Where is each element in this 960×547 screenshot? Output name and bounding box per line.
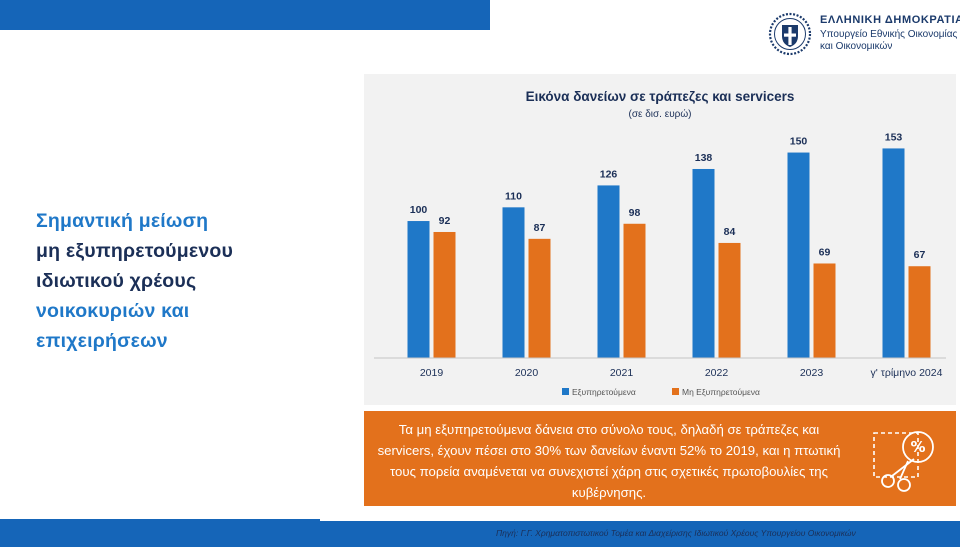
bar-chart: Εικόνα δανείων σε τράπεζες και servicers…: [374, 89, 946, 397]
legend-label-1: Μη Εξυπηρετούμενα: [682, 387, 760, 397]
bar-performing-2: [597, 185, 620, 358]
ministry-line-2: και Οικονομικών: [820, 41, 893, 52]
data-label-non-performing-3: 84: [724, 226, 736, 238]
legend-swatch-0: [562, 388, 569, 395]
bar-non-performing-5: [908, 266, 931, 358]
chart-subtitle: (σε δισ. ευρώ): [628, 108, 691, 120]
bottom-accent-bar: [0, 521, 960, 547]
data-label-performing-3: 138: [695, 152, 713, 164]
x-tick-label-3: 2022: [705, 367, 729, 379]
svg-text:%: %: [910, 438, 925, 456]
legend-label-0: Εξυπηρετούμενα: [572, 387, 636, 397]
government-title: ΕΛΛΗΝΙΚΗ ΔΗΜΟΚΡΑΤΙΑ: [820, 14, 960, 26]
data-label-performing-0: 100: [410, 204, 428, 216]
data-label-non-performing-5: 67: [914, 249, 926, 261]
data-label-non-performing-0: 92: [439, 215, 451, 227]
bar-performing-0: [407, 221, 430, 358]
bar-performing-5: [882, 148, 905, 358]
data-label-performing-4: 150: [790, 136, 808, 148]
ministry-name: Υπουργείο Εθνικής Οικονομίας και Οικονομ…: [820, 29, 960, 53]
headline-line-4: νοικοκυριών και: [36, 300, 190, 322]
headline-line-1: Σημαντική μείωση: [36, 210, 209, 232]
bar-non-performing-4: [813, 263, 836, 358]
x-tick-label-0: 2019: [420, 367, 444, 379]
headline: Σημαντική μείωση μη εξυπηρετούμενου ιδιω…: [36, 206, 356, 356]
x-tick-label-4: 2023: [800, 367, 824, 379]
source-note: Πηγή: Γ.Γ. Χρηματοπιστωτικού Τομέα και Δ…: [496, 528, 856, 538]
chart-panel: Εικόνα δανείων σε τράπεζες και servicers…: [364, 74, 956, 405]
bar-non-performing-3: [718, 242, 741, 358]
bar-performing-1: [502, 207, 525, 358]
top-accent-bar: [0, 0, 490, 30]
bar-non-performing-0: [433, 231, 456, 358]
data-label-performing-1: 110: [505, 190, 522, 202]
data-label-non-performing-2: 98: [629, 207, 641, 219]
data-label-performing-5: 153: [885, 131, 903, 143]
info-callout: Τα μη εξυπηρετούμενα δάνεια στο σύνολο τ…: [364, 411, 956, 506]
headline-line-2: μη εξυπηρετούμενου: [36, 240, 234, 262]
x-tick-label-2: 2021: [610, 367, 634, 379]
headline-line-5: επιχειρήσεων: [36, 330, 168, 352]
headline-line-3: ιδιωτικού χρέους: [36, 270, 197, 292]
greek-coat-of-arms-icon: [768, 12, 812, 56]
data-label-non-performing-1: 87: [534, 222, 546, 234]
bar-non-performing-2: [623, 223, 646, 358]
chart-title: Εικόνα δανείων σε τράπεζες και servicers: [526, 89, 795, 104]
x-tick-label-1: 2020: [515, 367, 539, 379]
data-label-performing-2: 126: [600, 168, 618, 180]
bar-performing-4: [787, 152, 810, 358]
ministry-line-1: Υπουργείο Εθνικής Οικονομίας: [820, 29, 958, 40]
bar-non-performing-1: [528, 238, 551, 358]
info-text: Τα μη εξυπηρετούμενα δάνεια στο σύνολο τ…: [377, 422, 841, 500]
bar-performing-3: [692, 168, 715, 358]
x-tick-label-5: γ' τρίμηνο 2024: [871, 367, 943, 379]
discount-scissors-icon: %: [873, 431, 934, 492]
legend-swatch-1: [672, 388, 679, 395]
data-label-non-performing-4: 69: [819, 246, 831, 258]
